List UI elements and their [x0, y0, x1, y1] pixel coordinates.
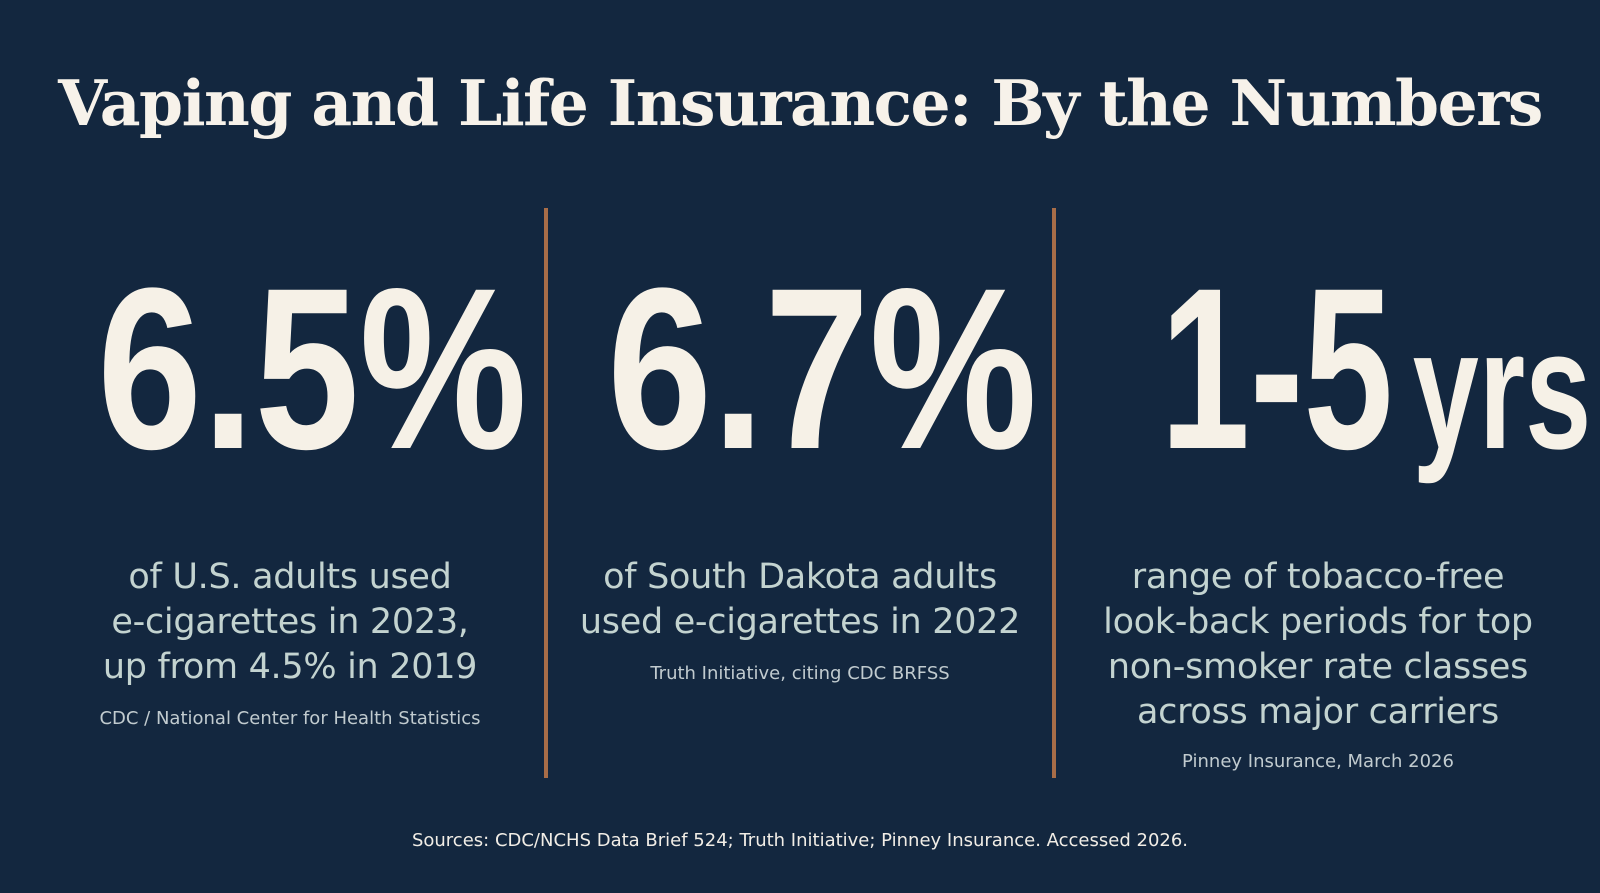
stat-source: Pinney Insurance, March 2026 [1182, 751, 1454, 772]
stat-value-unit: yrs [1412, 295, 1592, 485]
stat-description: of U.S. adults used e-cigarettes in 2023… [50, 555, 530, 690]
stat-column-south-dakota: 6.7% of South Dakota adults used e-cigar… [560, 0, 1040, 893]
stat-description: range of tobacco-free look-back periods … [1068, 555, 1568, 735]
page-title: Vaping and Life Insurance: By the Number… [58, 66, 1543, 140]
stat-value-text: 6.7% [607, 240, 1038, 497]
stat-description-line: e-cigarettes in 2023, [111, 602, 469, 642]
stat-value: 6.7% [560, 254, 1040, 484]
stat-column-lookback: 1-5 yrs range of tobacco-free look-back p… [1068, 0, 1591, 893]
stat-description-line: look-back periods for top [1103, 602, 1533, 642]
stat-description-line: up from 4.5% in 2019 [102, 647, 478, 687]
stat-value-text: 6.5% [97, 240, 528, 497]
stat-value: 6.5% [50, 254, 530, 484]
column-divider-left [544, 208, 548, 778]
stat-value: 1-5 yrs [1068, 254, 1591, 484]
stat-description-line: across major carriers [1137, 692, 1499, 732]
stat-source: Truth Initiative, citing CDC BRFSS [650, 663, 950, 684]
stat-description: of South Dakota adults used e-cigarettes… [560, 555, 1040, 645]
stat-source: CDC / National Center for Health Statist… [99, 708, 481, 729]
stat-description-line: of South Dakota adults [603, 557, 997, 597]
sources-footer: Sources: CDC/NCHS Data Brief 524; Truth … [411, 830, 1189, 851]
stat-description-line: used e-cigarettes in 2022 [579, 602, 1021, 642]
stat-description-line: non-smoker rate classes [1107, 647, 1529, 687]
column-divider-right [1052, 208, 1056, 778]
stat-description-line: of U.S. adults used [128, 557, 452, 597]
stat-column-us-adults: 6.5% of U.S. adults used e-cigarettes in… [50, 0, 530, 893]
stat-value-number: 1-5 [1160, 240, 1394, 497]
stat-value-text: 1-5 yrs [1160, 254, 1591, 484]
stat-description-line: range of tobacco-free [1131, 557, 1505, 597]
